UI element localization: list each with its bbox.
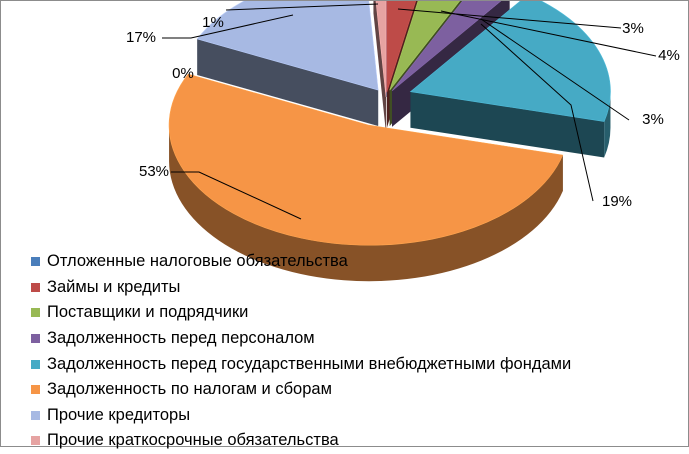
legend-label: Прочие кредиторы: [47, 405, 191, 424]
legend-item: Отложенные налоговые обязательства: [31, 249, 681, 275]
leader-line: [225, 3, 379, 11]
leader-line: [397, 8, 622, 29]
legend-label: Поставщики и подрядчики: [47, 303, 249, 322]
legend-label: Отложенные налоговые обязательства: [47, 252, 348, 271]
leader-line: [480, 18, 630, 121]
legend-item: Задолженность по налогам и сборам: [31, 377, 681, 403]
legend-swatch: [31, 334, 40, 344]
pie-slice: [373, 1, 387, 133]
legend-label: Задолженность по налогам и сборам: [47, 380, 332, 399]
legend-swatch: [31, 436, 40, 446]
data-label: 3%: [622, 20, 644, 37]
chart-legend: Отложенные налоговые обязательства Займы …: [31, 249, 681, 454]
legend-label: Прочие краткосрочные обязательства: [47, 431, 339, 450]
pie-slice: [196, 1, 379, 127]
leader-line: [162, 14, 294, 39]
legend-label: Задолженность перед персоналом: [47, 329, 315, 348]
pie-slice: [409, 1, 611, 158]
data-label: 17%: [126, 29, 156, 46]
legend-item: Задолженность перед персоналом: [31, 326, 681, 352]
leader-line: [440, 10, 657, 57]
legend-swatch: [31, 257, 40, 267]
legend-label: Задолженность перед государственными вне…: [47, 354, 572, 373]
legend-swatch: [31, 308, 40, 318]
data-label: 0%: [172, 65, 194, 82]
legend-label: Займы и кредиты: [47, 277, 181, 296]
legend-item: Прочие кредиторы: [31, 403, 681, 429]
data-label: 19%: [602, 193, 632, 210]
leader-line: [171, 171, 302, 220]
legend-item: Прочие краткосрочные обязательства: [31, 428, 681, 454]
legend-item: Поставщики и подрядчики: [31, 300, 681, 326]
legend-swatch: [31, 282, 40, 292]
data-label: 4%: [658, 47, 680, 64]
legend-swatch: [31, 410, 40, 420]
legend-swatch: [31, 359, 40, 369]
legend-swatch: [31, 385, 40, 395]
data-label: 1%: [202, 14, 224, 31]
pie-slice: [168, 73, 564, 282]
data-label: 53%: [139, 163, 169, 180]
legend-item: Займы и кредиты: [31, 275, 681, 301]
leader-line: [480, 23, 594, 202]
data-label: 3%: [642, 111, 664, 128]
legend-item: Задолженность перед государственными вне…: [31, 351, 681, 377]
